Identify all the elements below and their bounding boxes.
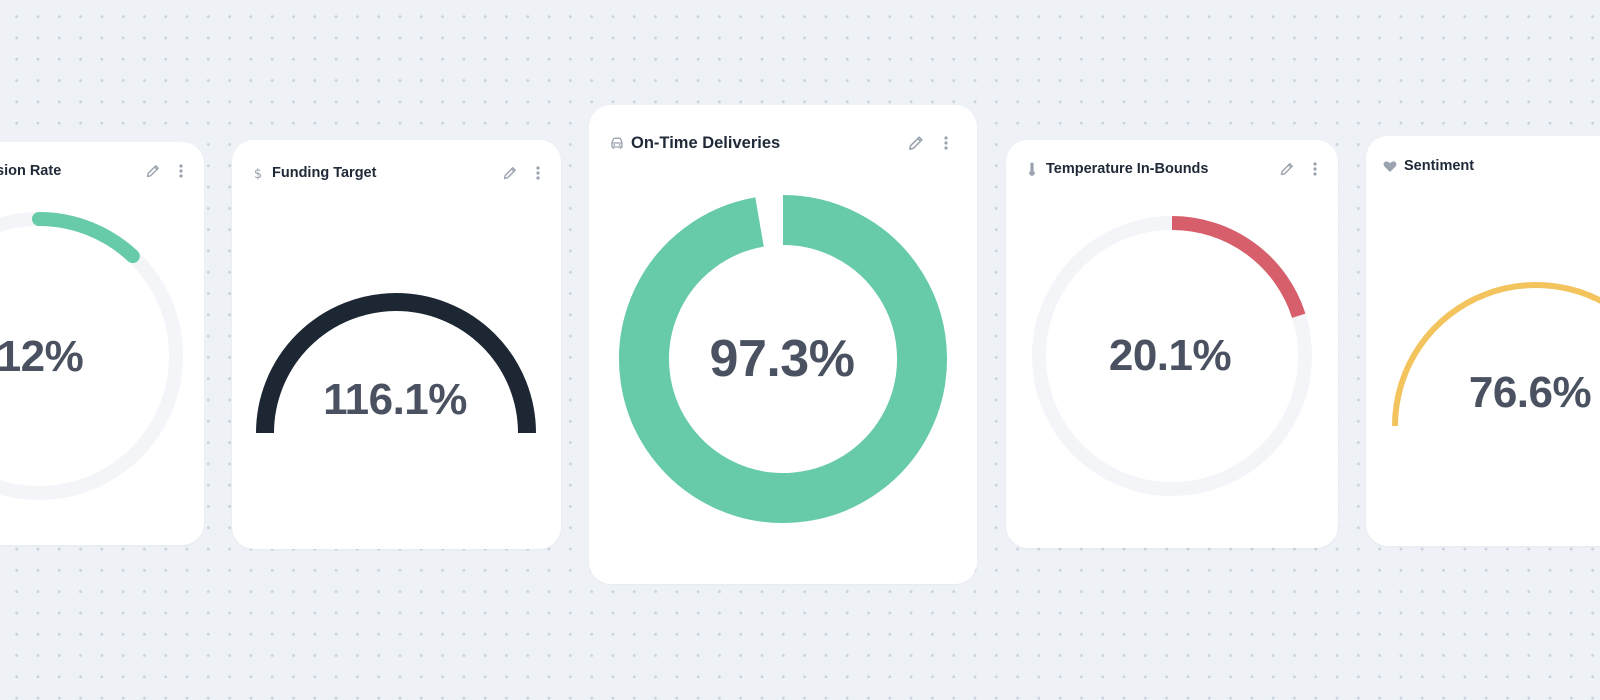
more-vertical-icon[interactable] (172, 162, 190, 180)
gauge-card-sentiment: Sentiment 76.6% (1366, 136, 1600, 546)
card-actions (907, 134, 955, 152)
pencil-icon[interactable] (1278, 160, 1296, 178)
card-header: $ Funding Target (250, 161, 547, 185)
gauge-value: 76.6% (1468, 368, 1592, 417)
gauge-card-funding-target: $ Funding Target 116.1% (232, 140, 561, 549)
card-header: On-Time Deliveries (609, 131, 955, 155)
dollar-icon: $ (250, 165, 266, 181)
card-actions (1278, 160, 1324, 178)
car-icon (609, 135, 625, 151)
gauge-track (0, 212, 183, 500)
gauge-c5 (1392, 282, 1600, 427)
card-title: Sentiment (1404, 158, 1475, 174)
gauge-value-arc (256, 293, 536, 434)
gauge-value: 97.3% (709, 330, 855, 388)
pencil-icon[interactable] (501, 164, 519, 182)
more-vertical-icon[interactable] (1306, 160, 1324, 178)
card-title: Funding Target (272, 165, 377, 181)
gauge-card-on-time-deliveries: On-Time Deliveries 97.3% (589, 105, 977, 584)
card-header: sion Rate (0, 159, 190, 183)
thermometer-icon (1024, 161, 1040, 177)
card-title: On-Time Deliveries (631, 133, 781, 152)
more-vertical-icon[interactable] (529, 164, 547, 182)
gauge-c3 (619, 195, 947, 523)
gauge-card-conversion-rate: sion Rate 12% (0, 142, 204, 545)
gauge-value-arc (32, 212, 140, 264)
card-actions (144, 162, 190, 180)
gauge-value: 116.1% (323, 375, 467, 424)
more-vertical-icon[interactable] (937, 134, 955, 152)
gauge-c2 (256, 293, 536, 434)
gauge-value-arc (1392, 282, 1600, 427)
gauge-value-arc (619, 195, 947, 523)
card-title: sion Rate (0, 163, 62, 179)
gauge-value: 20.1% (1108, 331, 1232, 380)
card-header: Temperature In-Bounds (1024, 157, 1324, 181)
gauge-c4 (1032, 216, 1312, 496)
svg-text:$: $ (254, 167, 262, 180)
card-header: Sentiment (1382, 154, 1600, 178)
pencil-icon[interactable] (144, 162, 162, 180)
gauge-c1 (0, 212, 183, 500)
gauge-card-temperature-in-bounds: Temperature In-Bounds 20.1% (1006, 140, 1338, 548)
heart-icon (1382, 158, 1398, 174)
card-actions (501, 164, 547, 182)
pencil-icon[interactable] (907, 134, 925, 152)
card-title: Temperature In-Bounds (1046, 161, 1209, 177)
gauge-value-arc (1171, 216, 1306, 318)
gauge-value: 12% (0, 332, 84, 381)
